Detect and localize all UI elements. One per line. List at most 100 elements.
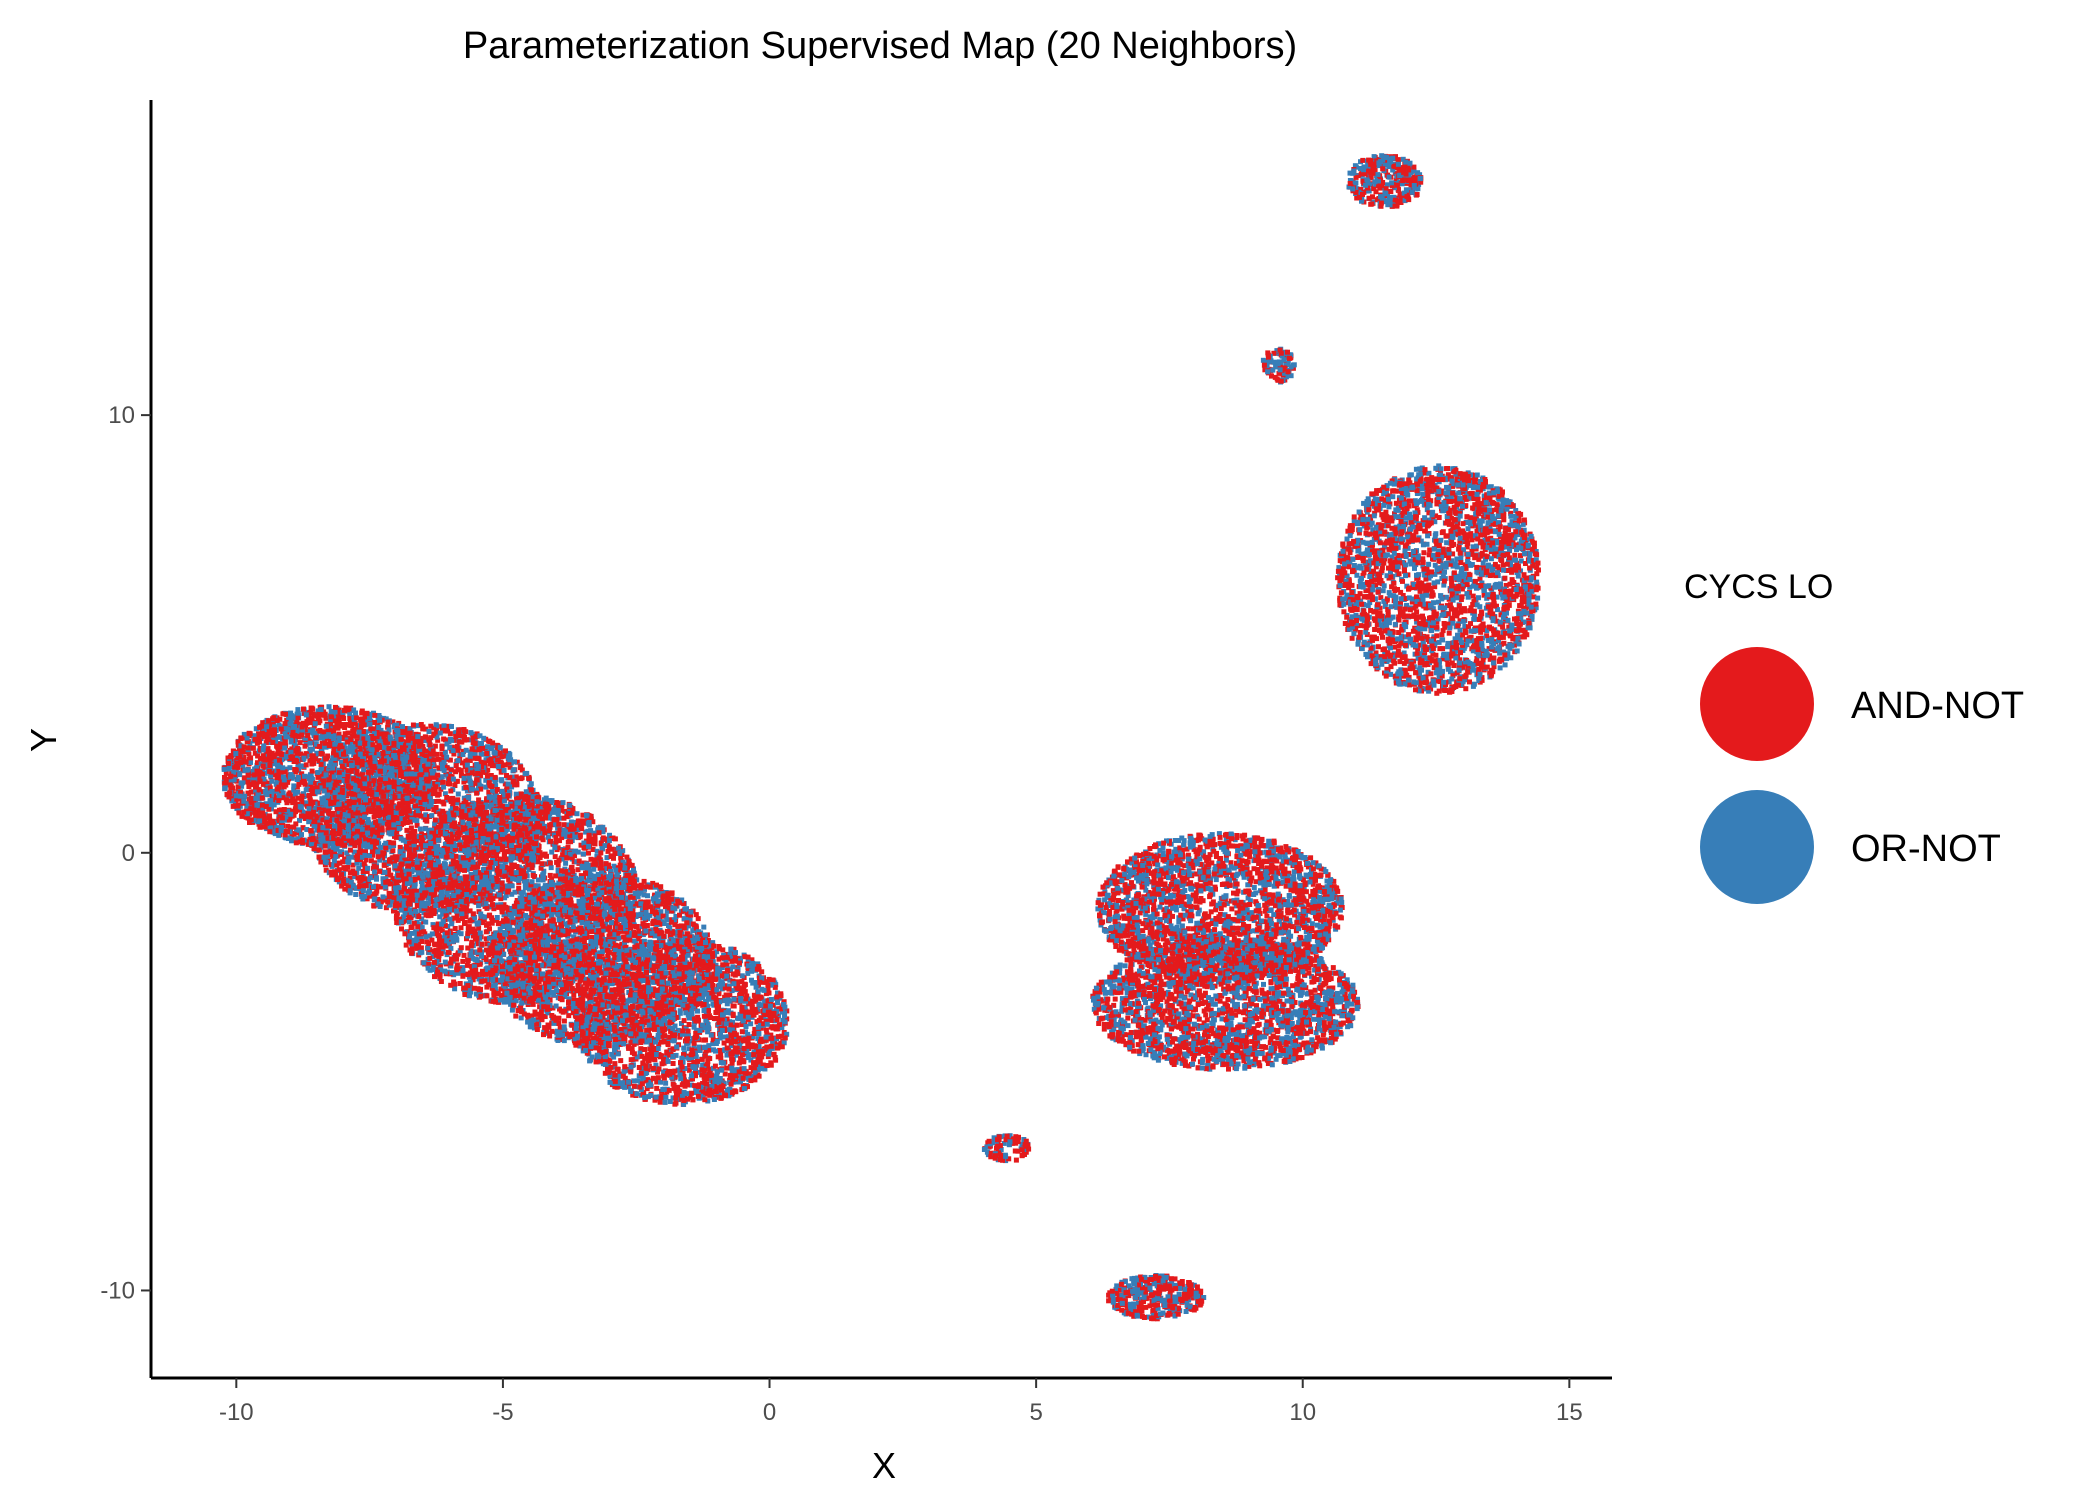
data-point (350, 862, 356, 868)
data-point (238, 780, 244, 786)
data-point (367, 841, 373, 847)
data-point (393, 769, 399, 775)
data-point (398, 790, 404, 796)
data-point (376, 786, 382, 792)
data-point (418, 790, 424, 796)
data-point (389, 799, 395, 805)
data-point (394, 816, 400, 821)
data-point (456, 832, 462, 838)
data-point (500, 856, 506, 862)
data-point (315, 708, 321, 714)
data-point (332, 850, 337, 856)
data-point (282, 739, 288, 745)
data-point (239, 783, 245, 789)
data-point (464, 901, 470, 907)
data-point (326, 743, 332, 748)
data-point (280, 795, 286, 801)
data-point (452, 737, 458, 743)
data-point (359, 789, 365, 795)
data-point (360, 871, 366, 877)
data-point (280, 790, 286, 796)
data-point (294, 827, 299, 833)
data-point (381, 897, 387, 903)
data-point (267, 829, 273, 835)
data-point (403, 742, 409, 748)
data-point (240, 763, 246, 769)
data-point (396, 742, 402, 748)
data-point (354, 770, 360, 776)
data-point (367, 844, 373, 850)
data-point (244, 811, 250, 817)
data-point (435, 798, 441, 804)
data-point (264, 792, 270, 797)
data-point (380, 894, 386, 900)
data-point (340, 722, 346, 728)
data-point (385, 719, 391, 725)
data-point (290, 714, 296, 720)
data-point (320, 712, 326, 718)
data-point (405, 737, 411, 743)
data-point (234, 757, 240, 763)
data-point (316, 806, 322, 812)
data-point (339, 852, 345, 857)
data-point (307, 757, 313, 763)
data-point (231, 798, 237, 804)
data-point (494, 746, 500, 752)
data-point (486, 789, 492, 795)
data-point (260, 819, 266, 825)
data-point (376, 826, 382, 832)
data-point (427, 742, 433, 748)
data-point (368, 858, 374, 864)
data-point (512, 759, 517, 765)
data-point (397, 849, 403, 855)
data-point (383, 739, 389, 745)
data-point (371, 903, 377, 909)
data-point (501, 767, 507, 773)
data-point (373, 819, 379, 825)
data-point (346, 799, 352, 804)
data-point (368, 769, 374, 775)
data-point (464, 762, 470, 768)
data-point (361, 843, 367, 849)
data-point (448, 831, 454, 837)
data-point (344, 850, 350, 856)
data-point (388, 769, 394, 775)
data-point (336, 715, 342, 721)
data-point (368, 807, 374, 813)
data-point (288, 736, 294, 741)
data-point (295, 789, 301, 795)
data-point (248, 817, 254, 823)
data-point (455, 747, 461, 753)
data-point (235, 739, 241, 745)
data-point (415, 812, 421, 818)
data-point (256, 775, 261, 781)
data-point (274, 718, 280, 723)
data-point (239, 813, 245, 819)
data-point (461, 795, 467, 801)
data-point (372, 810, 378, 816)
data-point (296, 836, 302, 842)
data-point (476, 976, 482, 982)
data-point (340, 795, 346, 801)
data-point (334, 846, 340, 852)
data-point (318, 747, 324, 753)
data-point (490, 763, 495, 769)
data-point (507, 752, 513, 758)
data-point (375, 798, 381, 804)
data-point (336, 789, 342, 795)
data-point (377, 904, 383, 909)
data-point (326, 810, 332, 816)
data-point (345, 823, 351, 829)
data-point (341, 742, 347, 748)
data-point (437, 730, 443, 736)
data-point (261, 743, 267, 749)
data-point (489, 784, 495, 789)
data-point (332, 733, 338, 739)
data-point (406, 788, 412, 794)
data-point (336, 735, 342, 741)
data-point (442, 791, 448, 797)
data-point (447, 745, 453, 750)
data-point (272, 831, 278, 837)
data-point (432, 834, 438, 839)
data-point (351, 776, 356, 782)
